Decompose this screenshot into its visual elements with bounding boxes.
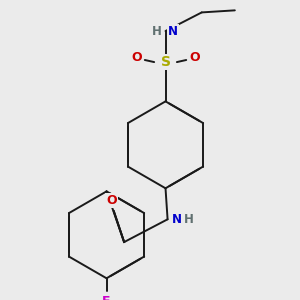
Text: H: H bbox=[152, 25, 161, 38]
Text: S: S bbox=[160, 55, 170, 69]
Text: O: O bbox=[106, 194, 117, 207]
Text: N: N bbox=[172, 213, 182, 226]
Text: N: N bbox=[168, 25, 178, 38]
Text: O: O bbox=[189, 51, 200, 64]
Text: F: F bbox=[102, 295, 111, 300]
Text: O: O bbox=[131, 51, 142, 64]
Text: H: H bbox=[184, 213, 194, 226]
